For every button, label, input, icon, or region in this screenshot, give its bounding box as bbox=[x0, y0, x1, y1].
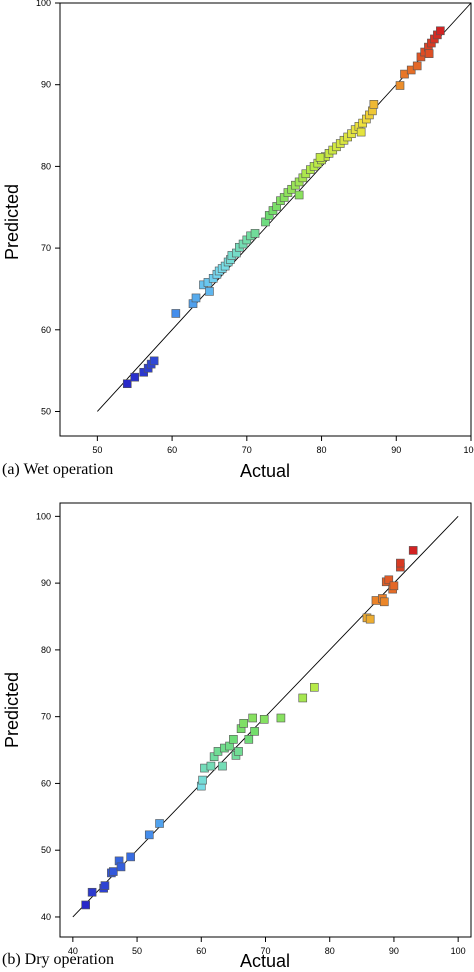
data-point bbox=[144, 830, 154, 840]
data-point bbox=[122, 379, 132, 389]
y-tick-label: 70 bbox=[41, 712, 51, 722]
y-tick-label: 90 bbox=[41, 80, 51, 90]
y-tick-label: 100 bbox=[36, 511, 51, 521]
caption-wet: (a) Wet operation bbox=[2, 461, 113, 479]
caption-text-dry: Dry operation bbox=[24, 951, 114, 968]
y-tick-label: 40 bbox=[41, 912, 51, 922]
x-tick-label: 70 bbox=[260, 946, 270, 956]
x-tick-label: 100 bbox=[463, 445, 474, 455]
data-point bbox=[408, 546, 418, 555]
data-point bbox=[259, 715, 269, 724]
data-point bbox=[171, 309, 181, 318]
data-point bbox=[294, 190, 304, 200]
x-tick-label: 50 bbox=[132, 946, 142, 956]
data-point bbox=[250, 727, 259, 736]
data-point bbox=[424, 49, 434, 58]
y-tick-label: 80 bbox=[41, 645, 51, 655]
data-point bbox=[310, 682, 319, 692]
y-tick-label: 70 bbox=[41, 243, 51, 253]
x-tick-label: 60 bbox=[196, 946, 206, 956]
data-point bbox=[250, 229, 260, 238]
data-point bbox=[149, 356, 159, 366]
data-point bbox=[244, 735, 254, 744]
y-tick-label: 100 bbox=[36, 0, 51, 8]
x-tick-label: 90 bbox=[391, 445, 401, 455]
data-point bbox=[81, 900, 90, 910]
x-axis-label-dry: Actual bbox=[240, 951, 291, 971]
chart-panel-wet-operation: 50 60 70 80 90 100 50 60 70 80 90 100 bbox=[36, 0, 474, 455]
chart-panel-dry-operation: 40 50 60 70 80 90 100 40 50 60 70 80 90 100 bbox=[36, 502, 472, 956]
x-tick-label: 90 bbox=[389, 946, 399, 956]
data-point bbox=[130, 372, 140, 382]
data-point bbox=[239, 719, 248, 728]
x-tick-label: 60 bbox=[167, 445, 177, 455]
x-tick-label: 50 bbox=[92, 445, 102, 455]
data-point bbox=[100, 881, 110, 890]
data-point bbox=[191, 293, 201, 303]
panel-label-a: (a) bbox=[2, 461, 20, 478]
data-point bbox=[298, 693, 308, 703]
x-tick-label: 100 bbox=[451, 946, 466, 956]
data-point bbox=[126, 852, 135, 862]
data-point bbox=[369, 100, 379, 109]
data-point bbox=[87, 887, 97, 897]
caption-text-wet: Wet operation bbox=[23, 461, 114, 478]
data-point bbox=[380, 597, 389, 607]
y-tick-label: 80 bbox=[41, 161, 51, 171]
data-point bbox=[315, 153, 325, 162]
y-tick-label: 50 bbox=[41, 406, 51, 416]
data-point bbox=[229, 735, 238, 744]
data-point bbox=[412, 61, 422, 71]
data-point bbox=[205, 287, 214, 296]
data-point bbox=[234, 747, 243, 756]
data-point bbox=[198, 775, 207, 785]
x-tick-label: 40 bbox=[68, 946, 78, 956]
y-tick-label: 50 bbox=[41, 845, 51, 855]
data-point bbox=[206, 761, 216, 771]
data-point bbox=[365, 614, 375, 624]
panel-label-b: (b) bbox=[2, 951, 21, 968]
data-point bbox=[395, 81, 405, 90]
x-tick-label: 80 bbox=[317, 445, 327, 455]
data-point bbox=[218, 761, 227, 771]
y-tick-label: 60 bbox=[41, 325, 51, 335]
x-tick-label: 80 bbox=[325, 946, 335, 956]
data-point bbox=[155, 819, 164, 828]
data-point bbox=[396, 558, 405, 568]
y-axis-label-dry: Predicted bbox=[2, 671, 22, 748]
data-point bbox=[389, 581, 399, 591]
data-point bbox=[276, 713, 286, 723]
data-point bbox=[109, 867, 118, 876]
data-point bbox=[436, 26, 445, 36]
data-point bbox=[248, 713, 257, 723]
y-tick-label: 60 bbox=[41, 778, 51, 788]
data-point bbox=[116, 862, 126, 872]
data-point bbox=[356, 127, 366, 137]
y-tick-label: 90 bbox=[41, 578, 51, 588]
x-axis-label-wet: Actual bbox=[240, 461, 291, 481]
caption-dry: (b) Dry operation bbox=[2, 951, 114, 969]
x-tick-label: 70 bbox=[242, 445, 252, 455]
y-axis-label-wet: Predicted bbox=[2, 183, 22, 260]
data-point bbox=[384, 575, 394, 585]
